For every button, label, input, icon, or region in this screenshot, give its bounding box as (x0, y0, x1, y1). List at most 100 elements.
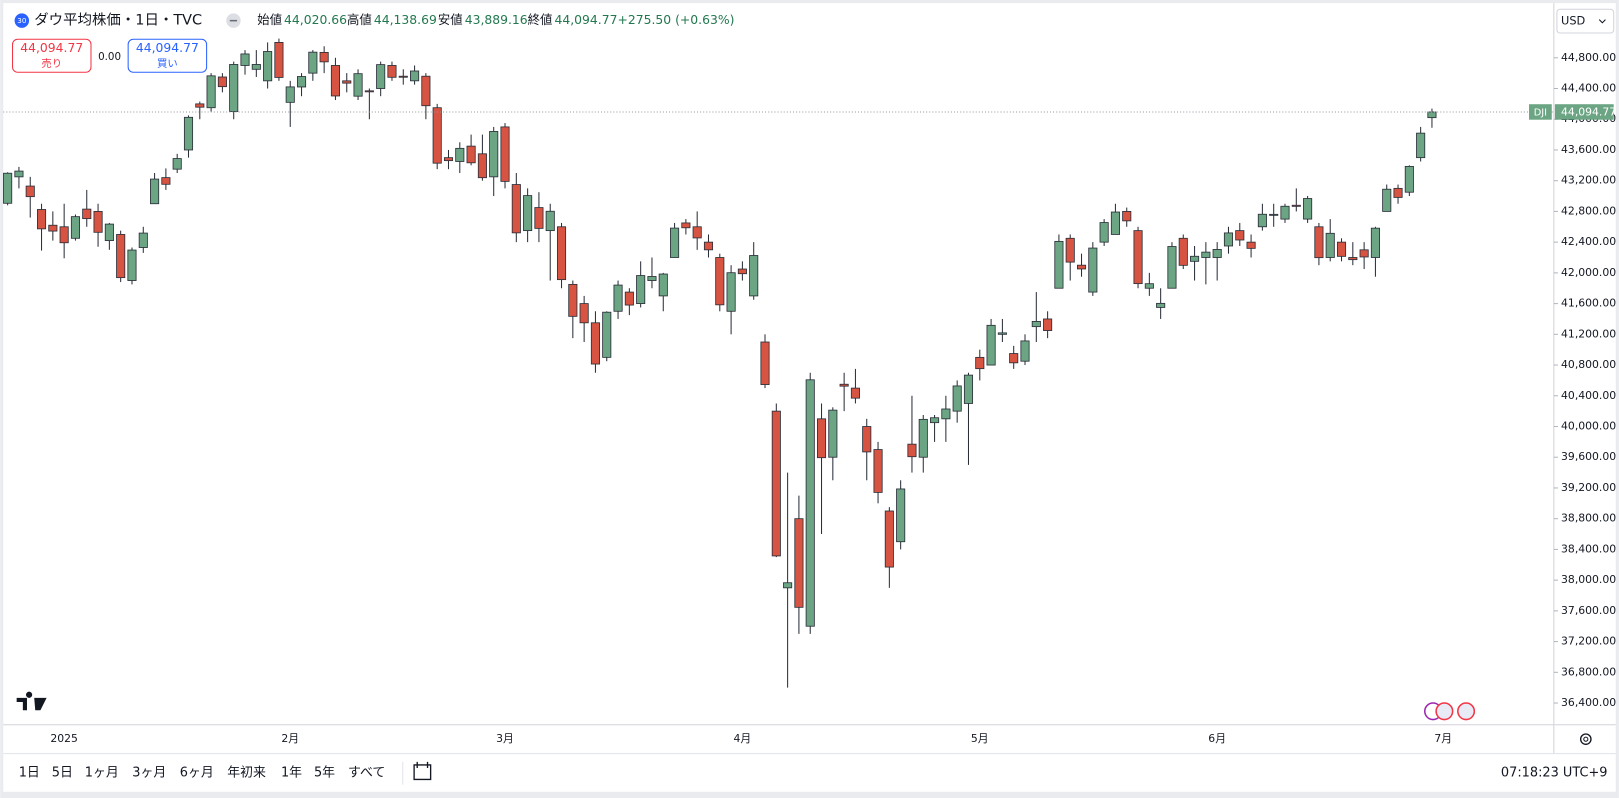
candle-body (398, 75, 408, 78)
candle-body (353, 73, 363, 97)
candle-body (1246, 241, 1256, 249)
candle-body (794, 518, 804, 608)
candle-body (1257, 213, 1267, 228)
candle-body (251, 64, 261, 70)
candle-body (82, 208, 92, 220)
currency-button[interactable] (1556, 8, 1615, 34)
candle-body (805, 379, 815, 627)
range-button[interactable]: 年初来 (227, 766, 266, 781)
candle-body (150, 178, 160, 205)
range-button[interactable]: 3ヶ月 (132, 766, 166, 781)
candle-body (172, 158, 182, 170)
range-button[interactable]: 5日 (52, 766, 73, 781)
candle-body (545, 210, 555, 232)
candle-body (896, 488, 906, 543)
y-tick-label: 40,000.00 (1561, 420, 1616, 433)
currency-caret (1598, 19, 1606, 24)
buy-label: 買い (157, 58, 178, 70)
candle-body (1348, 257, 1358, 261)
candle-body (884, 510, 894, 568)
candle-body (489, 131, 499, 178)
range-button[interactable]: 1年 (281, 766, 302, 781)
candle-body (737, 268, 747, 275)
buy-button[interactable] (127, 38, 208, 73)
range-button[interactable]: 6ヶ月 (180, 766, 214, 781)
candle-body (376, 64, 386, 89)
candle-body (930, 417, 940, 424)
range-button[interactable]: すべて (348, 766, 385, 781)
symbol-tag (1529, 104, 1552, 120)
date-range-button[interactable] (413, 761, 432, 781)
candle-body (703, 241, 714, 251)
candle-body (534, 207, 544, 229)
candle-body (319, 51, 329, 63)
candle-body (952, 385, 962, 412)
range-button[interactable]: 1日 (19, 766, 40, 781)
candle-body (48, 224, 58, 232)
y-tick-label: 42,000.00 (1561, 266, 1616, 279)
event-icon[interactable] (1457, 702, 1476, 721)
candle-body (624, 291, 634, 306)
candle-body (195, 103, 205, 108)
y-tick-label: 38,400.00 (1561, 542, 1616, 555)
candle-body (36, 209, 47, 230)
candle-body (602, 311, 612, 358)
candle-body (25, 185, 35, 198)
candle-body (477, 153, 487, 179)
candle-body (274, 42, 284, 78)
candle-body (692, 226, 702, 239)
candle-body (749, 255, 759, 297)
candle-body (183, 116, 194, 151)
candle-body (330, 65, 340, 97)
x-tick-label: 7月 (1434, 732, 1452, 745)
settings-button[interactable] (1579, 733, 1592, 745)
candle-body (963, 374, 974, 404)
candle-body (206, 75, 216, 109)
candle-body (342, 80, 352, 84)
candle-body (1212, 249, 1222, 258)
candle-body (975, 356, 985, 370)
candle-body (410, 70, 420, 82)
event-icon[interactable] (1435, 702, 1454, 721)
candle-body (613, 284, 623, 312)
x-tick-label: 3月 (496, 732, 514, 745)
y-tick-label: 39,200.00 (1561, 481, 1616, 494)
candle-body (997, 332, 1007, 335)
candle-body (1054, 240, 1064, 289)
candle-body (1144, 283, 1154, 289)
candle-body (1280, 205, 1290, 220)
candle-body (647, 276, 657, 281)
candle-body (500, 126, 510, 182)
candle-body (1303, 198, 1313, 220)
candle-body (1088, 247, 1098, 293)
candle-body (1031, 321, 1041, 328)
settings-icon (1583, 736, 1589, 742)
candle-body (1190, 255, 1200, 262)
y-tick-label: 43,200.00 (1561, 174, 1616, 187)
range-button[interactable]: 5年 (314, 766, 335, 781)
logo (16, 691, 47, 711)
sell-button[interactable] (12, 38, 92, 73)
currency: USD (1561, 14, 1586, 28)
toolbar: 1日 5日 1ヶ月 3ヶ月 6ヶ月 年初来 1年 5年 すべて (19, 766, 386, 781)
y-tick-label: 39,600.00 (1561, 450, 1616, 463)
candle-body (941, 408, 951, 420)
candle-body (1043, 318, 1053, 331)
candle-body (93, 211, 103, 233)
candle-body (715, 257, 725, 306)
candle-body (986, 324, 996, 366)
y-tick-label: 42,800.00 (1561, 204, 1616, 217)
sell-label: 売り (41, 57, 62, 70)
candle-body (1223, 232, 1234, 247)
clock: 07:18:23 UTC+9 (1501, 766, 1608, 781)
candle-body (726, 272, 736, 312)
candle-body (1382, 188, 1392, 212)
y-tick-label: 44,800.00 (1561, 51, 1616, 64)
ohlc-label: 高値 (347, 12, 372, 27)
candle-body (1370, 227, 1380, 258)
range-button[interactable]: 1ヶ月 (85, 766, 119, 781)
candle-body (1291, 204, 1301, 207)
y-tick-label: 36,800.00 (1561, 665, 1616, 678)
candle-body (263, 51, 273, 82)
candle-body (839, 383, 849, 387)
